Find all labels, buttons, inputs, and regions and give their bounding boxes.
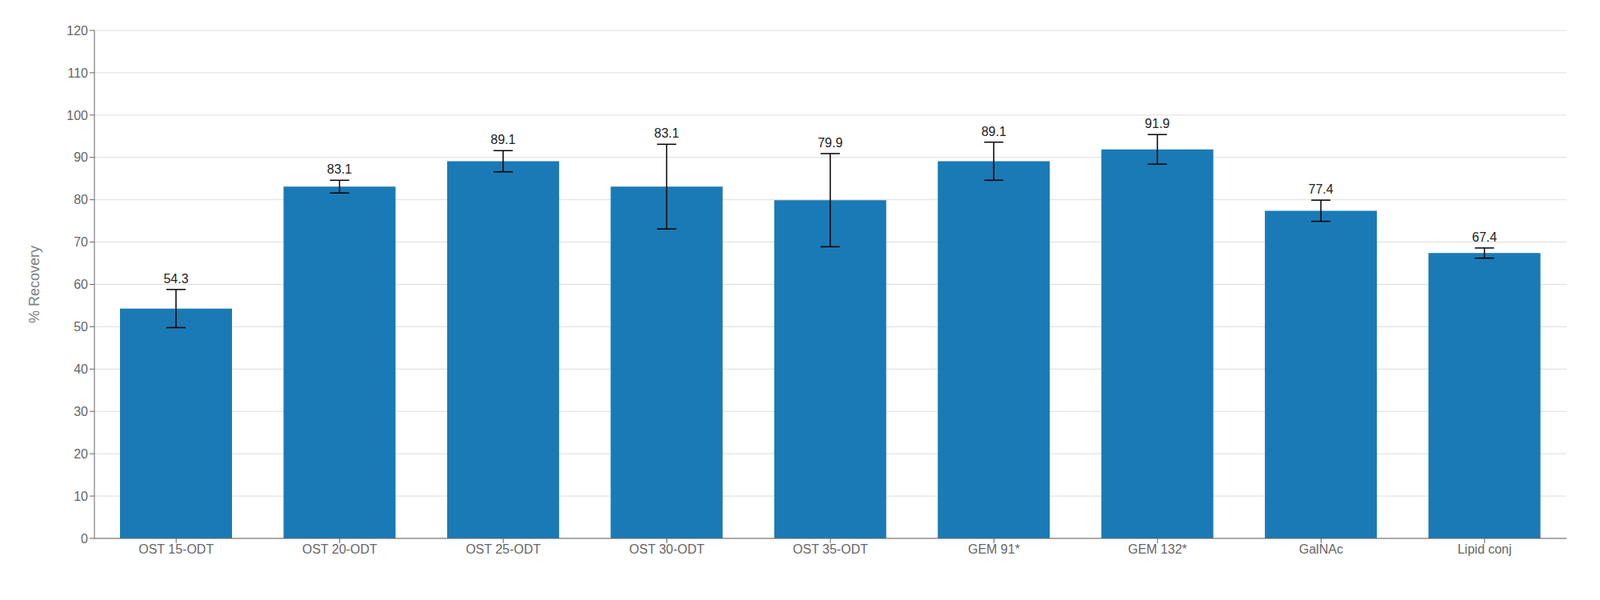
svg-text:100: 100: [66, 108, 88, 123]
svg-text:91.9: 91.9: [1144, 116, 1170, 131]
svg-text:79.9: 79.9: [817, 136, 843, 150]
svg-text:0: 0: [80, 532, 88, 546]
svg-text:Lipid conj: Lipid conj: [1457, 542, 1512, 556]
svg-text:OST 30-ODT: OST 30-ODT: [629, 542, 705, 556]
svg-text:GEM 91*: GEM 91*: [968, 542, 1020, 556]
svg-text:77.4: 77.4: [1308, 182, 1334, 196]
svg-text:90: 90: [73, 150, 88, 164]
svg-text:80: 80: [73, 192, 88, 207]
svg-text:GEM 132*: GEM 132*: [1128, 542, 1188, 556]
svg-text:67.4: 67.4: [1472, 230, 1497, 244]
svg-text:120: 120: [66, 24, 88, 38]
svg-text:30: 30: [73, 404, 88, 419]
svg-text:OST 25-ODT: OST 25-ODT: [465, 542, 541, 556]
svg-text:OST 35-ODT: OST 35-ODT: [792, 542, 868, 556]
svg-text:70: 70: [73, 235, 88, 249]
svg-text:OST 15-ODT: OST 15-ODT: [138, 542, 214, 556]
svg-text:50: 50: [73, 320, 88, 334]
svg-text:83.1: 83.1: [654, 126, 680, 140]
svg-text:10: 10: [73, 489, 88, 504]
svg-text:OST 20-ODT: OST 20-ODT: [302, 542, 378, 556]
svg-text:54.3: 54.3: [163, 272, 188, 286]
svg-text:% Recovery: % Recovery: [26, 245, 43, 324]
svg-text:83.1: 83.1: [327, 162, 352, 176]
svg-text:89.1: 89.1: [490, 132, 516, 147]
svg-text:20: 20: [73, 447, 88, 461]
svg-text:60: 60: [73, 277, 88, 292]
svg-text:110: 110: [67, 66, 88, 80]
svg-text:40: 40: [73, 362, 88, 376]
svg-text:GalNAc: GalNAc: [1299, 542, 1344, 556]
svg-text:89.1: 89.1: [981, 124, 1007, 139]
